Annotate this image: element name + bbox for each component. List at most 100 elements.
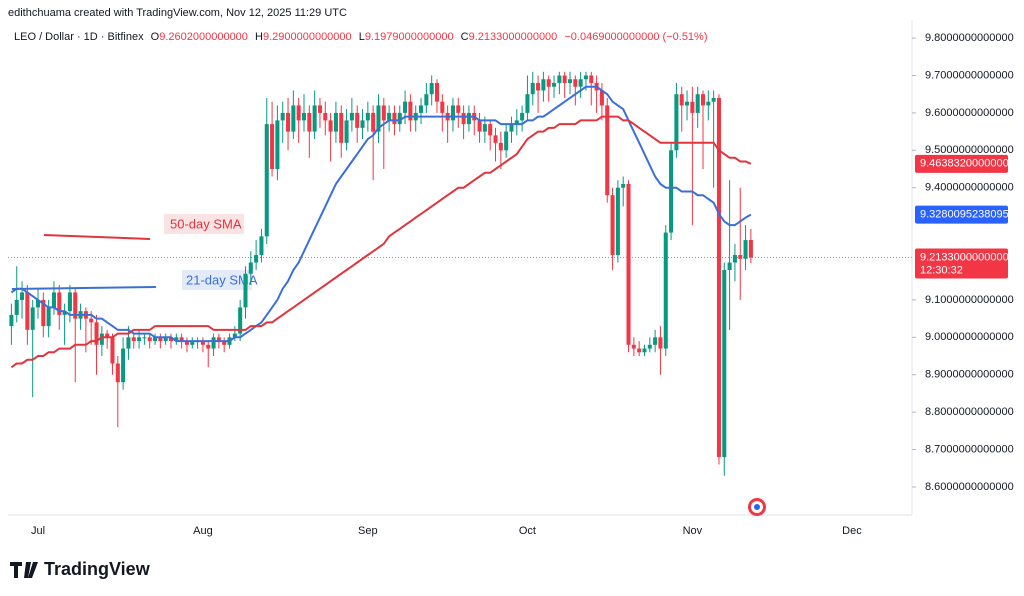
annotation-line <box>11 286 157 290</box>
candle-body <box>110 337 115 364</box>
ohlc-value: 9.2900000000000 <box>263 31 352 43</box>
price-tag <box>915 154 1008 173</box>
x-tick-label: Dec <box>842 525 862 537</box>
candle-body <box>552 82 557 87</box>
x-tick-label: Sep <box>358 525 378 537</box>
candle-body <box>339 112 344 143</box>
candle-body <box>206 344 211 349</box>
candle-body <box>222 341 227 345</box>
candle-body <box>275 120 280 170</box>
candle-body <box>163 337 168 342</box>
candle-body <box>153 337 158 342</box>
sma-line <box>10 115 752 369</box>
candle-body <box>355 112 360 128</box>
y-tick-label: 9.6000000000000 <box>925 107 1014 119</box>
candle-body <box>99 333 104 345</box>
annotation: 50-day SMA <box>170 216 242 231</box>
candle-body <box>461 112 466 125</box>
y-tick-label: 9.7000000000000 <box>925 69 1014 81</box>
candle-body <box>615 187 620 256</box>
y-tick-label: 8.7000000000000 <box>925 443 1014 455</box>
candle-body <box>669 150 674 233</box>
candle-body <box>408 101 413 121</box>
candle-body <box>562 75 567 83</box>
candle-body <box>121 348 126 383</box>
candle-body <box>637 348 642 353</box>
candle-body <box>706 101 711 106</box>
candle-body <box>51 292 56 308</box>
price-tag-label: 9.2133000000000 <box>920 251 1009 263</box>
candle-body <box>147 337 152 342</box>
candle-body <box>748 240 753 258</box>
candle-body <box>387 112 392 121</box>
change: −0.0469000000000 (−0.51%) <box>564 31 707 43</box>
candle-body <box>429 82 434 95</box>
candle-body <box>62 311 67 315</box>
candle-body <box>573 79 578 87</box>
y-tick-label: 8.6000000000000 <box>925 481 1014 493</box>
y-tick-label: 9.8000000000000 <box>925 32 1014 44</box>
candle-body <box>456 105 461 113</box>
candle-body <box>583 75 588 80</box>
candle-body <box>280 112 285 121</box>
candle-body <box>333 112 338 132</box>
y-tick-label: 8.9000000000000 <box>925 369 1014 381</box>
candle-body <box>653 337 658 345</box>
ohlc-value: 9.2133000000000 <box>469 31 558 43</box>
candle-body <box>232 333 237 338</box>
candle-body <box>238 307 243 334</box>
candle-body <box>674 94 679 151</box>
logo-text: TradingView <box>44 559 151 579</box>
price-tag-label: 9.3280095238095 <box>920 209 1009 221</box>
candle-body <box>424 94 429 106</box>
x-tick-label: Aug <box>193 525 213 537</box>
candle-body <box>504 131 509 151</box>
candle-body <box>89 318 94 323</box>
candle-body <box>301 112 307 121</box>
candle-body <box>30 307 35 330</box>
plot <box>8 71 912 476</box>
candle-body <box>20 292 25 300</box>
candle-body <box>711 97 716 102</box>
candle-body <box>541 79 546 91</box>
candle-body <box>307 112 312 132</box>
candle-body <box>743 240 748 259</box>
countdown: 12:30:32 <box>920 264 963 276</box>
candle-body <box>254 255 259 263</box>
candle-body <box>695 94 700 113</box>
annotation: 21-day SMA <box>186 272 258 287</box>
x-tick-label: Jul <box>31 525 45 537</box>
symbol: LEO / Dollar · 1D · Bitfinex <box>14 31 144 43</box>
candle-body <box>716 97 721 458</box>
candle-body <box>57 292 62 315</box>
y-tick-label: 9.5000000000000 <box>925 144 1014 156</box>
candle-body <box>722 270 727 458</box>
candle-body <box>200 341 205 345</box>
candle-body <box>264 124 269 237</box>
ohlc-value: 9.1979000000000 <box>365 31 454 43</box>
candle-body <box>525 94 530 113</box>
y-tick-label: 9.4000000000000 <box>925 182 1014 194</box>
candle-body <box>344 120 349 143</box>
candle-body <box>248 262 253 274</box>
candle-body <box>610 195 615 256</box>
candle-body <box>509 124 514 132</box>
candle-body <box>690 101 695 113</box>
candle-body <box>663 232 668 349</box>
candle-body <box>371 112 376 132</box>
candle-body <box>211 337 216 349</box>
candle-body <box>14 299 19 315</box>
candle-body <box>466 112 471 125</box>
candle-body <box>317 105 322 113</box>
candle-body <box>440 101 445 113</box>
annotation-line <box>43 234 151 240</box>
candle-body <box>137 337 142 342</box>
annotation-bg <box>164 214 244 234</box>
candle-body <box>35 299 41 308</box>
candle-body <box>270 124 275 170</box>
candle-body <box>392 112 397 125</box>
candle-body <box>647 344 652 349</box>
candle-body <box>520 112 525 121</box>
candle-body <box>296 105 301 121</box>
ohlc-key: C <box>461 31 469 43</box>
